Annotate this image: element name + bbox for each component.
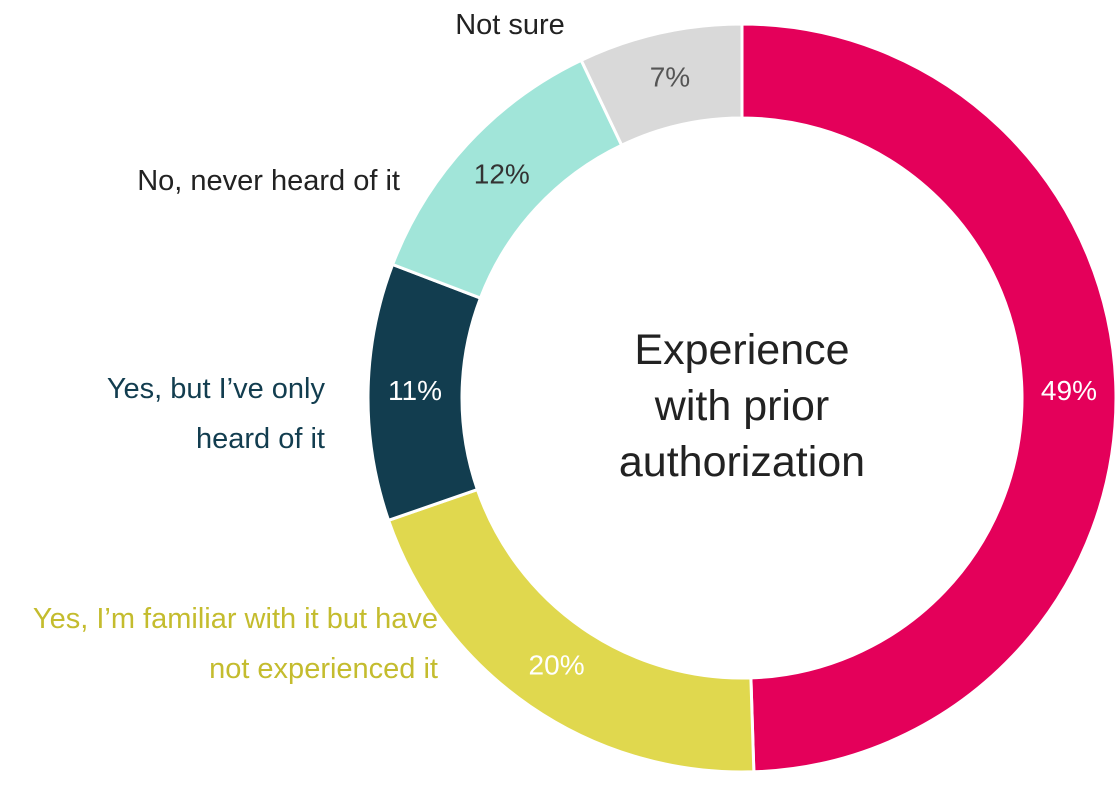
value-label: 7% — [650, 61, 690, 92]
chart-title: Experience with prior authorization — [618, 326, 866, 486]
donut-segment — [579, 22, 744, 148]
value-label: 12% — [474, 159, 530, 190]
value-label: 11% — [388, 375, 442, 406]
category-label: Yes, but I’ve only heard of it — [106, 373, 325, 455]
value-label: 20% — [529, 650, 585, 681]
donut-segment — [386, 487, 756, 774]
value-label: 49% — [1041, 375, 1097, 406]
category-label: Not sure — [455, 9, 565, 41]
category-label: Yes, I’m familiar with it but have not e… — [32, 603, 438, 685]
donut-segment — [740, 22, 1117, 774]
category-label: No, never heard of it — [137, 165, 400, 197]
